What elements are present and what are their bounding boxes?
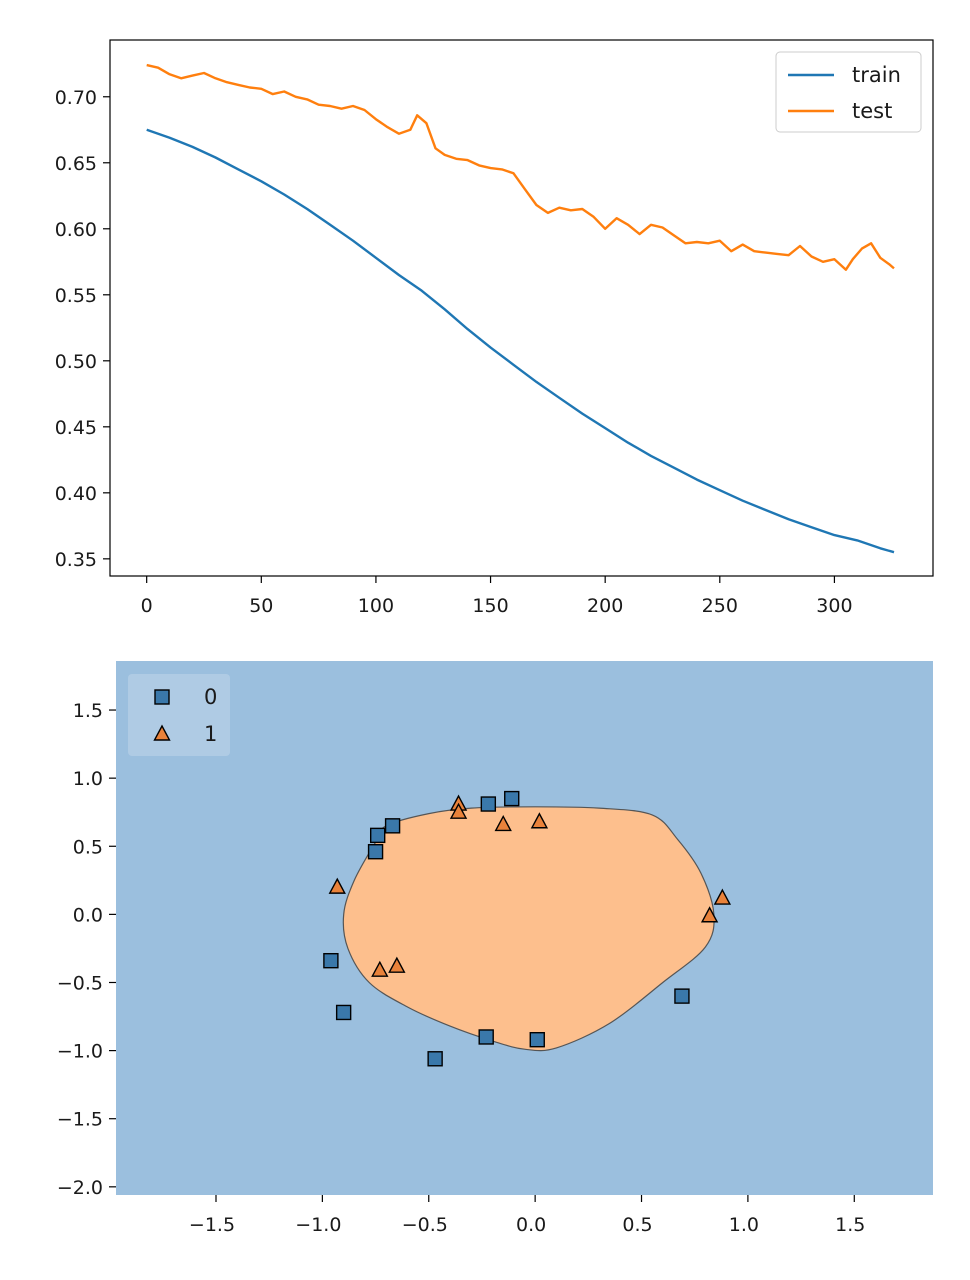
x-tick-label: 300: [816, 595, 852, 617]
point-class-1: [328, 877, 346, 894]
x-tick-label: 100: [358, 595, 394, 617]
point-class-1: [388, 956, 406, 973]
y-tick-label: −1.5: [57, 1109, 103, 1131]
legend-swatch-1: [153, 724, 171, 741]
y-tick-label: 0.5: [73, 836, 103, 858]
y-tick-label: 0.45: [55, 417, 97, 439]
series-line-test: [146, 63, 895, 271]
point-class-0: [480, 796, 497, 812]
y-tick-label: 1.5: [73, 700, 103, 722]
point-class-0: [335, 1004, 352, 1021]
point-class-0: [504, 790, 520, 807]
class-1-region: [342, 806, 715, 1052]
point-class-0: [369, 827, 386, 844]
y-tick-label: 0.35: [55, 549, 97, 571]
legend-swatch-0: [154, 689, 170, 705]
x-tick-label: −1.5: [189, 1214, 235, 1236]
x-tick-label: 200: [587, 595, 623, 617]
point-class-1: [713, 888, 732, 905]
point-class-0: [427, 1051, 443, 1067]
scatter-plot-axes: −1.5 −1.0 −0.5 0.0 0.5 1.0 1.5 1.5 1.0 0.5 0.0 −0.5…: [57, 700, 866, 1236]
y-tick-label: 0.40: [55, 483, 97, 505]
y-tick-label: −1.0: [57, 1041, 103, 1063]
legend-box: [128, 674, 230, 756]
point-class-0: [529, 1032, 545, 1048]
x-tick-label: −1.0: [295, 1214, 341, 1236]
legend-label-0: 0: [204, 685, 217, 709]
point-class-0: [323, 952, 339, 969]
y-tick-label: 0.65: [55, 153, 97, 175]
series-line-train: [146, 128, 895, 554]
x-tick-label: 0.5: [622, 1214, 652, 1236]
point-class-1: [494, 814, 512, 832]
x-tick-label: 1.5: [835, 1214, 865, 1236]
point-class-1: [700, 906, 719, 923]
x-tick-label: 0: [141, 595, 153, 617]
point-class-0: [384, 818, 401, 834]
x-tick-label: 150: [472, 595, 508, 617]
legend-label-train: train: [852, 63, 901, 87]
y-tick-label: 0.70: [55, 87, 97, 109]
line-plot-frame: [109, 39, 934, 577]
x-tick-label: 50: [249, 595, 273, 617]
y-tick-label: −2.0: [57, 1177, 103, 1199]
line-plot-axes: 0 50 100 150 200 250 300 0.35 0.40 0.45 0.50 0.55 0.…: [55, 39, 934, 617]
loss-line-chart: 0 50 100 150 200 250 300 0.35 0.40 0.45 0.50 0.55 0.…: [55, 39, 934, 617]
decision-region-chart: −1.5 −1.0 −0.5 0.0 0.5 1.0 1.5 1.5 1.0 0.5 0.0 −0.5…: [57, 661, 933, 1236]
point-class-1: [530, 812, 549, 829]
x-tick-label: 1.0: [729, 1214, 759, 1236]
y-tick-label: 0.60: [55, 219, 97, 241]
x-tick-label: 0.0: [516, 1214, 546, 1236]
point-class-1: [449, 802, 468, 819]
scatter-plot-area: [116, 661, 933, 1195]
point-class-0: [478, 1029, 494, 1045]
legend-label-1: 1: [204, 722, 217, 746]
y-tick-label: 0.55: [55, 285, 97, 307]
point-class-1: [371, 960, 389, 977]
y-tick-label: −0.5: [57, 972, 103, 994]
point-class-0: [367, 844, 384, 860]
y-tick-label: 0.0: [73, 904, 103, 926]
x-tick-label: −0.5: [402, 1214, 448, 1236]
legend-label-test: test: [852, 99, 892, 123]
scatter-legend: 01: [128, 674, 230, 756]
y-tick-label: 0.50: [55, 351, 97, 373]
x-tick-label: 250: [702, 595, 738, 617]
point-class-0: [674, 988, 690, 1004]
line-legend: train test: [775, 51, 922, 133]
y-tick-label: 1.0: [73, 768, 103, 790]
